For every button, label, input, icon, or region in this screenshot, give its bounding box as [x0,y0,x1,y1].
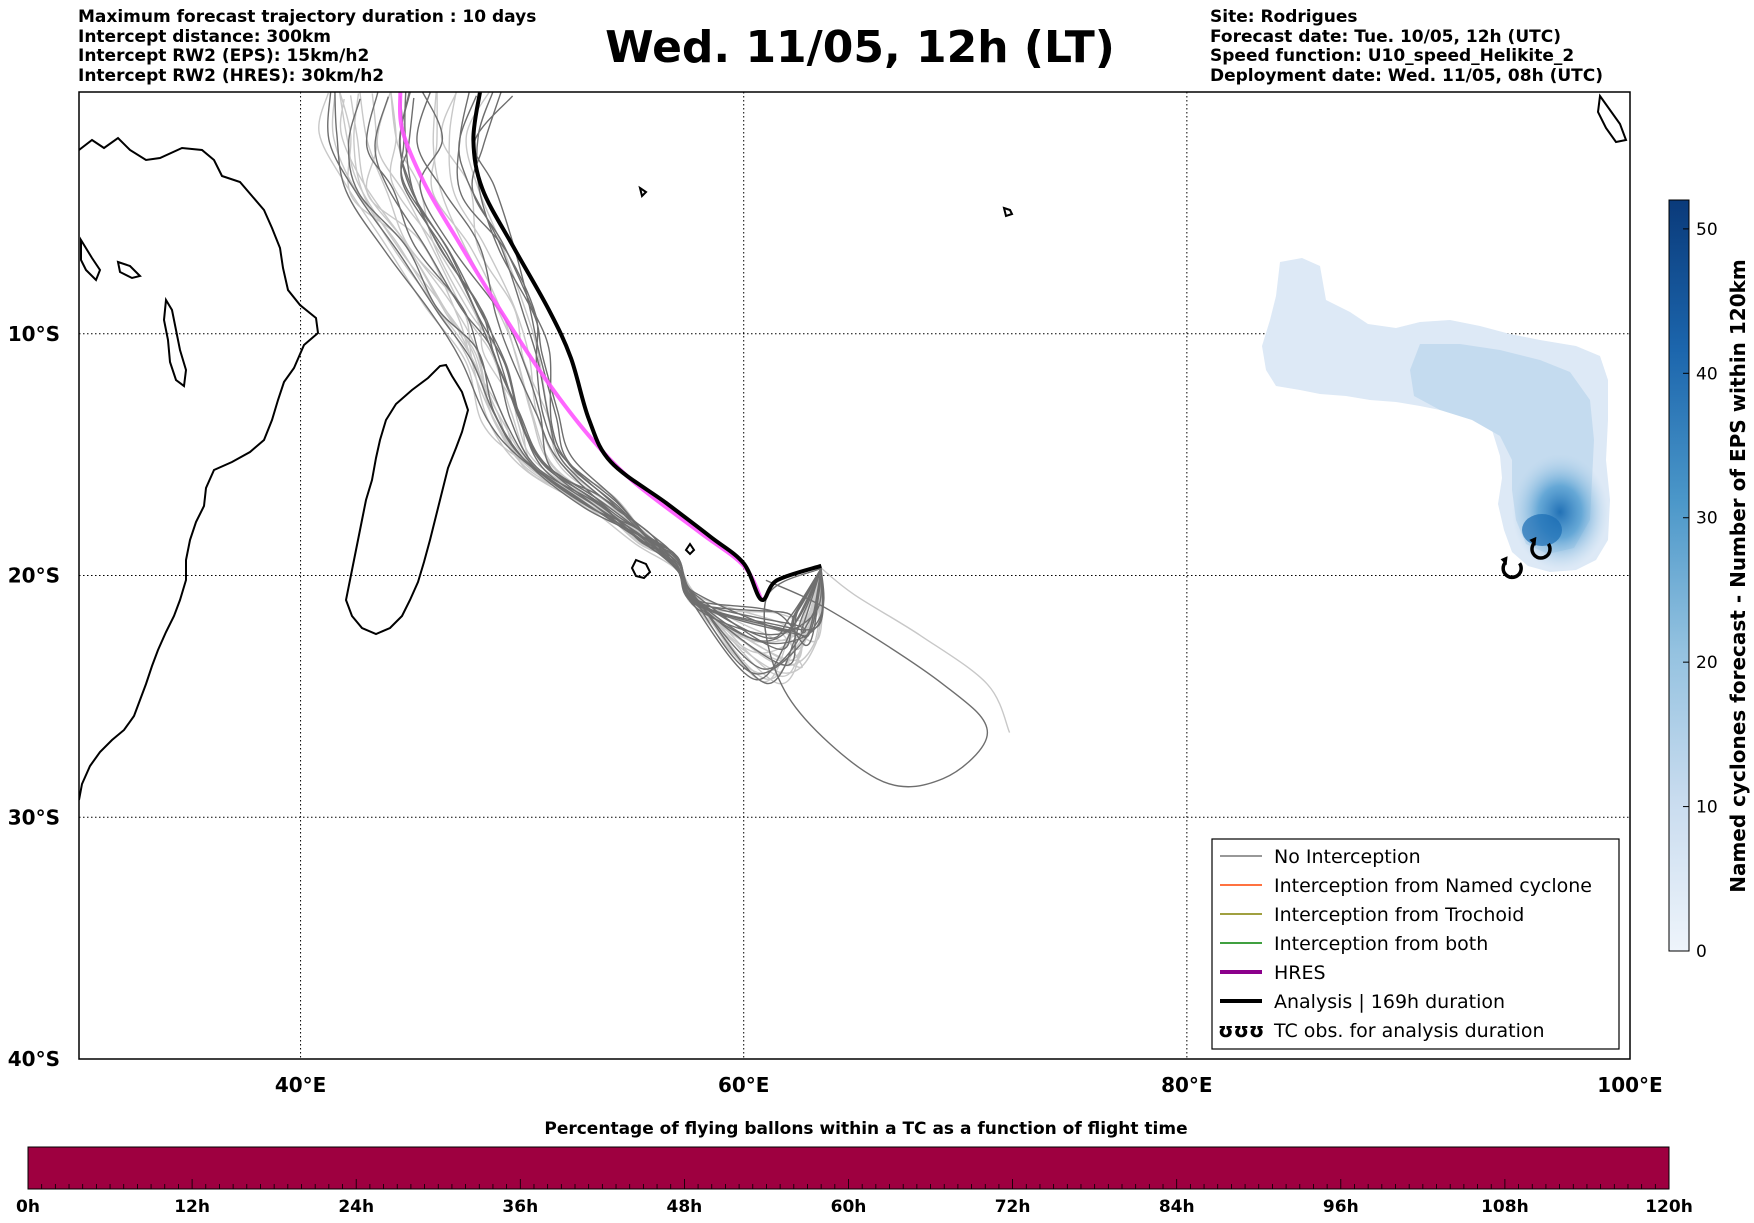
ensemble-trajectory [416,92,822,638]
ensemble-trajectory [419,92,824,645]
legend-label: HRES [1274,962,1326,984]
header-right-line: Deployment date: Wed. 11/05, 08h (UTC) [1210,65,1604,86]
colorbar-tick-label: 10 [1696,798,1718,818]
island-coastline [1596,93,1628,144]
legend-box [1211,838,1620,1050]
colorbar-label: Named cyclones forecast - Number of EPS … [1726,259,1750,893]
longitude-tick-label: 40°E [275,1073,327,1097]
ensemble-trajectory [339,92,822,642]
madagascar-coastline [344,363,470,636]
longitude-tick-label: 80°E [1161,1073,1213,1097]
timebar-tick-label: 12h [174,1197,210,1217]
legend-label: Interception from both [1274,933,1488,955]
ensemble-trajectory [365,93,822,654]
ensemble-trajectory [456,92,825,675]
timebar-tick-label: 72h [995,1197,1031,1217]
timebar-tick-label: 0h [16,1197,40,1217]
island-coastline [162,296,188,388]
colorbar-tick-label: 0 [1696,942,1707,962]
latitude-tick-label: 20°S [8,564,60,588]
island-coastline [80,236,102,282]
ensemble-trajectory [398,92,822,642]
latitude-tick-label: 30°S [8,805,60,829]
ensemble-trajectory [338,92,822,622]
timebar-tick-label: 48h [667,1197,703,1217]
island-coastline [638,185,648,198]
header-left-line: Intercept RW2 (EPS): 15km/h2 [78,46,370,66]
island-coastline [630,558,652,580]
ensemble-trajectories-dark [327,92,989,788]
timebar-tick-label: 60h [831,1197,867,1217]
map-title: Wed. 11/05, 12h (LT) [605,22,1115,73]
cyclone-density-field [1262,258,1610,572]
legend-label: Analysis | 169h duration [1274,991,1505,1013]
cyclone-density-core [1512,454,1608,570]
longitude-tick-label: 60°E [718,1073,770,1097]
legend-label: Interception from Named cyclone [1274,875,1592,897]
colorbar-scale [1668,199,1690,952]
ensemble-trajectory [327,92,822,681]
colorbar-tick-label: 50 [1696,220,1718,240]
ensemble-trajectory [475,92,822,666]
map-frame [78,91,1631,1060]
island-coastline [116,260,142,280]
legend-label: Interception from Trochoid [1274,904,1524,926]
ensemble-trajectory [374,96,822,670]
header-right-line: Forecast date: Tue. 10/05, 12h (UTC) [1210,26,1561,47]
timebar-tick-label: 120h [1645,1197,1693,1217]
header-right-line: Site: Rodrigues [1210,7,1358,27]
ensemble-trajectory [473,95,822,632]
ensemble-trajectory [404,92,822,650]
ensemble-trajectory [430,92,822,662]
ensemble-trajectory [432,92,822,644]
map-axis-labels: 40°E 60°E 80°E 100°E 10°S 20°S 30°S 40°S [8,322,1663,1097]
density-colorbar: 0 10 20 30 40 50 Named cyclones forecast - Num… [1668,199,1750,962]
colorbar-tick-label: 20 [1696,653,1718,673]
ensemble-trajectory [763,567,989,788]
flight-time-bar: Percentage of flying ballons within a TC… [16,1119,1693,1217]
cyclone-density-peak [1522,514,1562,546]
legend-symbol: ʊʊʊ [1218,1018,1264,1042]
timebar-tick-label: 24h [338,1197,374,1217]
header-right-line: Speed function: U10_speed_Helikite_2 [1210,46,1575,66]
analysis-trajectory [471,92,822,602]
colorbar-tick-label: 40 [1696,364,1718,384]
island-coastline [1002,206,1014,218]
tc-observation-arrow [1529,536,1537,546]
header-right-info: Site: Rodrigues Forecast date: Tue. 10/0… [1210,7,1604,86]
timebar-tick-label: 36h [502,1197,538,1217]
timebar-title: Percentage of flying ballons within a TC… [544,1119,1187,1139]
latitude-tick-label: 40°S [8,1047,60,1071]
header-left-line: Intercept RW2 (HRES): 30km/h2 [78,65,385,86]
ensemble-trajectory [458,95,822,647]
timebar-tick-label: 108h [1481,1197,1529,1217]
legend-label: TC obs. for analysis duration [1273,1020,1545,1042]
coastlines [79,93,1628,801]
ensemble-trajectory [349,95,823,643]
hres-trajectory [397,92,764,601]
legend-label: No Interception [1274,846,1421,868]
tc-observation-icon [1530,541,1552,560]
colorbar-tick-label: 30 [1696,509,1718,529]
tc-observation-arrow [1500,556,1508,566]
header-left-line: Maximum forecast trajectory duration : 1… [78,7,537,27]
tc-observation-markers [1500,536,1552,580]
timebar-tick-label: 84h [1159,1197,1195,1217]
tc-observation-icon [1501,561,1523,580]
island-coastline [684,542,696,556]
africa-coastline [79,136,320,801]
hres-track-group [397,92,764,601]
latitude-tick-label: 10°S [8,322,60,346]
analysis-track-group [471,92,822,602]
map-legend: No Interception Interception from Named c… [1211,838,1620,1050]
timebar-tick-label: 96h [1323,1197,1359,1217]
header-left-info: Maximum forecast trajectory duration : 1… [78,7,537,86]
ensemble-trajectory [820,567,1011,733]
longitude-tick-label: 100°E [1597,1073,1662,1097]
ensemble-trajectory [471,92,823,636]
header-left-line: Intercept distance: 300km [78,26,331,47]
